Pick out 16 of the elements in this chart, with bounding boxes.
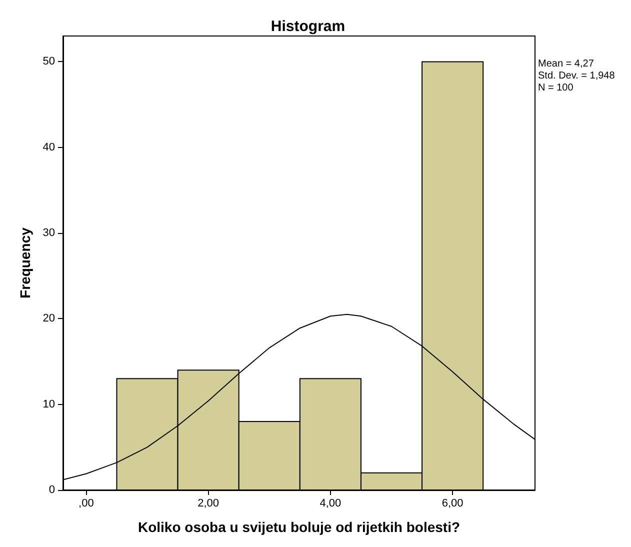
text: Mean = 4,27 [538,58,594,70]
x-tick-label: 4,00 [320,498,342,510]
y-tick-label: 20 [42,312,55,325]
x-tick-label: 2,00 [198,498,220,510]
text: N = 100 [538,82,574,94]
y-tick-label: 40 [42,141,55,154]
x-tick-label: 6,00 [442,498,464,510]
x-tick-label: ,00 [78,498,94,510]
y-tick-label: 30 [42,227,55,240]
x-axis-title: Koliko osoba u svijetu boluje od rijetkih bolesti? [138,519,460,535]
y-axis-title: Frequency [16,227,33,298]
text: Std. Dev. = 1,948 [538,70,616,82]
y-tick-label: 50 [42,56,55,68]
chart-title: Histogram [270,18,346,35]
y-tick-label: 10 [42,398,55,410]
y-tick-label: 0 [48,484,55,496]
